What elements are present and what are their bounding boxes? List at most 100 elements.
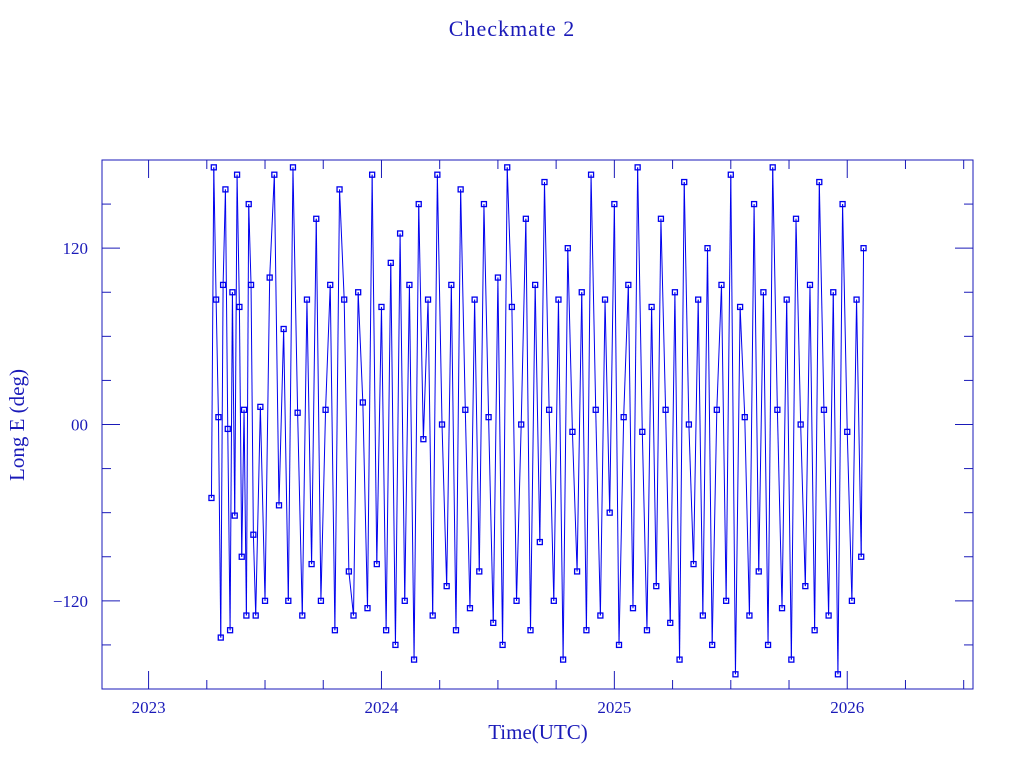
data-point <box>778 605 786 612</box>
data-point <box>308 560 315 568</box>
data-point <box>830 289 837 296</box>
series-segment <box>248 204 252 285</box>
series-segment <box>744 417 750 616</box>
series-segment <box>245 204 250 616</box>
x-axis-label: Time(UTC) <box>488 720 588 744</box>
data-point <box>634 164 641 171</box>
series-segment <box>432 174 438 616</box>
data-point <box>662 406 669 413</box>
data-point <box>327 281 334 289</box>
data-point <box>811 627 818 634</box>
series-segment <box>562 248 569 660</box>
data-point <box>629 605 637 612</box>
data-point <box>657 215 665 222</box>
series-segment <box>800 424 806 587</box>
series-segment <box>530 284 536 631</box>
data-point <box>755 568 762 575</box>
series-segment <box>767 167 774 645</box>
series-segment <box>273 174 280 506</box>
data-point <box>736 303 744 311</box>
series-segment <box>842 204 848 432</box>
series-segment <box>646 306 653 631</box>
series-segment <box>325 284 331 410</box>
data-point <box>229 289 236 296</box>
data-point <box>858 553 865 560</box>
series-segment <box>585 174 592 631</box>
data-point <box>718 281 725 289</box>
series-segment <box>651 306 657 587</box>
data-point <box>685 421 693 428</box>
series-segment <box>581 292 587 631</box>
series-segment <box>730 174 736 675</box>
series-segment <box>534 284 541 543</box>
series-segment <box>669 292 676 623</box>
data-point <box>212 296 220 303</box>
series-segment <box>264 277 271 601</box>
data-point <box>550 597 557 604</box>
series-segment <box>758 292 764 572</box>
series-segment <box>720 284 727 601</box>
series-segment <box>450 284 457 631</box>
data-point <box>443 582 450 590</box>
data-point <box>240 406 248 413</box>
series-segment <box>348 571 355 616</box>
series-segment <box>679 182 685 660</box>
data-point <box>271 171 278 178</box>
series-segment <box>287 167 294 601</box>
series-segment <box>483 204 490 418</box>
data-point <box>592 406 599 413</box>
data-point <box>261 597 269 604</box>
data-point <box>266 274 273 281</box>
data-point <box>704 245 711 252</box>
data-point <box>415 200 422 208</box>
data-point <box>774 406 781 413</box>
data-point <box>690 560 697 568</box>
data-point <box>792 215 800 222</box>
series-segment <box>595 409 601 616</box>
data-point <box>226 627 234 634</box>
series-segment <box>795 218 802 425</box>
data-point <box>322 406 329 413</box>
series-segment <box>599 299 606 616</box>
series-segment <box>390 262 396 645</box>
data-point <box>764 641 772 649</box>
series-segment <box>604 299 611 513</box>
chart-title: Checkmate 2 <box>448 16 576 41</box>
y-tick-label: 120 <box>63 239 89 258</box>
series-segment <box>413 204 420 660</box>
data-point <box>378 303 385 311</box>
data-point <box>620 414 627 421</box>
data-point <box>860 245 867 252</box>
series-segment <box>250 284 254 535</box>
data-point <box>806 281 814 289</box>
series-segment <box>362 402 368 609</box>
data-point <box>615 641 623 649</box>
data-point <box>820 406 828 413</box>
series-segment <box>837 204 844 675</box>
series-segment <box>455 189 462 631</box>
data-point <box>839 200 846 208</box>
series-segment <box>357 292 364 403</box>
data-point <box>709 641 716 649</box>
series-segment <box>851 299 858 601</box>
data-point <box>247 281 255 289</box>
x-tick-label: 2023 <box>132 698 166 717</box>
series-segment <box>772 167 778 410</box>
data-point <box>802 582 809 590</box>
series-segment <box>464 409 471 609</box>
data-point <box>252 612 259 619</box>
data-point <box>396 230 404 237</box>
series-segment <box>734 306 741 675</box>
data-point <box>713 406 720 413</box>
y-tick-label: 00 <box>71 416 88 435</box>
data-point <box>471 296 478 303</box>
data-point <box>303 296 311 303</box>
series-segment <box>707 248 713 645</box>
series-segment <box>567 248 573 432</box>
x-tick-label: 2026 <box>830 698 864 717</box>
data-point <box>438 421 446 428</box>
series-segment <box>697 299 704 616</box>
axes: −120 00 120 2023 2024 2025 2026 <box>53 159 973 717</box>
series-segment <box>469 299 476 609</box>
